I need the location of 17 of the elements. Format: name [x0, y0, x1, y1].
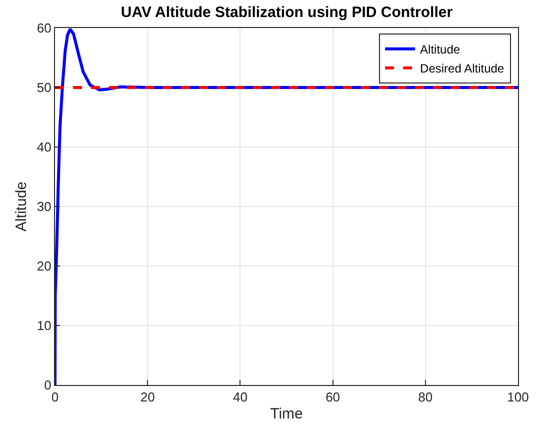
- legend-label: Altitude: [420, 42, 460, 57]
- x-tick-label: 80: [418, 390, 433, 405]
- x-tick-label: 60: [326, 390, 340, 405]
- x-axis-title: Time: [270, 406, 303, 423]
- y-tick-label: 10: [36, 318, 52, 334]
- y-axis-title: Altitude: [13, 181, 30, 232]
- x-tick-label: 20: [140, 390, 155, 405]
- y-tick-label: 0: [44, 378, 52, 393]
- y-tick-label: 40: [36, 140, 52, 155]
- x-tick-label: 100: [507, 390, 529, 405]
- x-tick-label: 40: [232, 390, 248, 405]
- legend-label: Desired Altitude: [420, 62, 504, 76]
- y-tick-label: 20: [36, 258, 52, 274]
- y-tick-label: 30: [36, 199, 52, 214]
- y-tick-label: 50: [36, 80, 52, 96]
- y-tick-label: 60: [36, 20, 52, 36]
- chart-title: UAV Altitude Stabilization using PID Controller: [120, 4, 453, 21]
